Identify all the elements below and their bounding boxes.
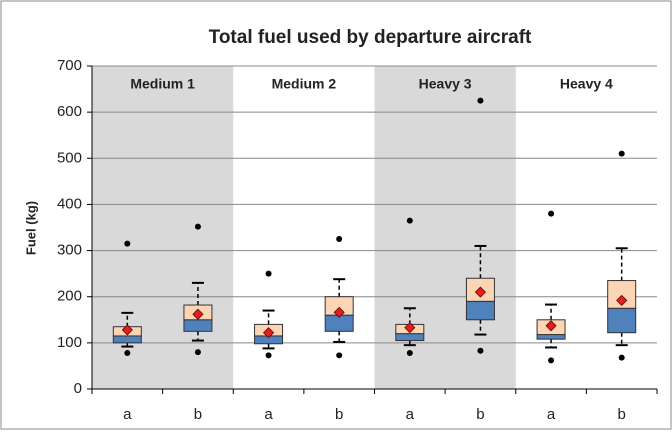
outlier: [336, 236, 343, 243]
x-tick-label: a: [406, 406, 415, 423]
y-tick-label: 700: [57, 57, 82, 74]
x-tick-label: b: [476, 406, 484, 423]
x-tick-label: b: [618, 406, 626, 423]
outlier: [124, 240, 131, 247]
mean-marker: [474, 286, 487, 298]
chart-title: Total fuel used by departure aircraft: [209, 27, 532, 48]
group-label: Medium 2: [272, 76, 337, 92]
y-tick-label: 500: [57, 149, 82, 166]
y-tick-label: 400: [57, 195, 82, 212]
x-tick-label: a: [547, 406, 556, 423]
outlier: [265, 270, 272, 277]
y-axis-label: Fuel (kg): [23, 201, 38, 255]
outlier: [406, 217, 413, 224]
x-tick-label: b: [194, 406, 202, 423]
mean-marker: [192, 308, 204, 320]
box-lower: [183, 319, 213, 332]
outlier: [124, 350, 131, 357]
box-lower: [112, 335, 142, 344]
mean-marker: [616, 294, 628, 306]
y-tick-label: 200: [57, 288, 82, 305]
y-tick-label: 0: [74, 380, 82, 397]
outlier: [548, 210, 555, 217]
mean-marker: [404, 322, 416, 334]
box-lower: [395, 333, 425, 342]
outlier: [618, 354, 625, 361]
y-tick-label: 100: [57, 334, 82, 351]
y-tick-label: 600: [57, 103, 82, 120]
group-label: Heavy 4: [560, 76, 613, 92]
box-lower: [465, 300, 495, 321]
outlier: [477, 97, 484, 104]
outlier: [477, 347, 484, 354]
outlier: [406, 350, 413, 357]
mean-marker: [262, 327, 275, 339]
x-tick-label: b: [335, 406, 343, 423]
outlier: [194, 349, 201, 356]
y-tick-label: 300: [57, 242, 82, 259]
mean-marker: [121, 324, 133, 336]
group-label: Heavy 3: [419, 76, 472, 92]
outlier: [336, 352, 343, 359]
x-tick-label: a: [264, 406, 273, 423]
x-tick-label: a: [123, 406, 132, 423]
box-lower: [607, 307, 637, 334]
outlier: [265, 352, 272, 359]
outlier: [548, 357, 555, 364]
box-lower: [536, 334, 566, 340]
outlier: [618, 150, 625, 157]
outlier: [194, 223, 201, 230]
mean-marker: [545, 320, 557, 332]
group-label: Medium 1: [130, 76, 195, 92]
mean-marker: [333, 306, 345, 318]
